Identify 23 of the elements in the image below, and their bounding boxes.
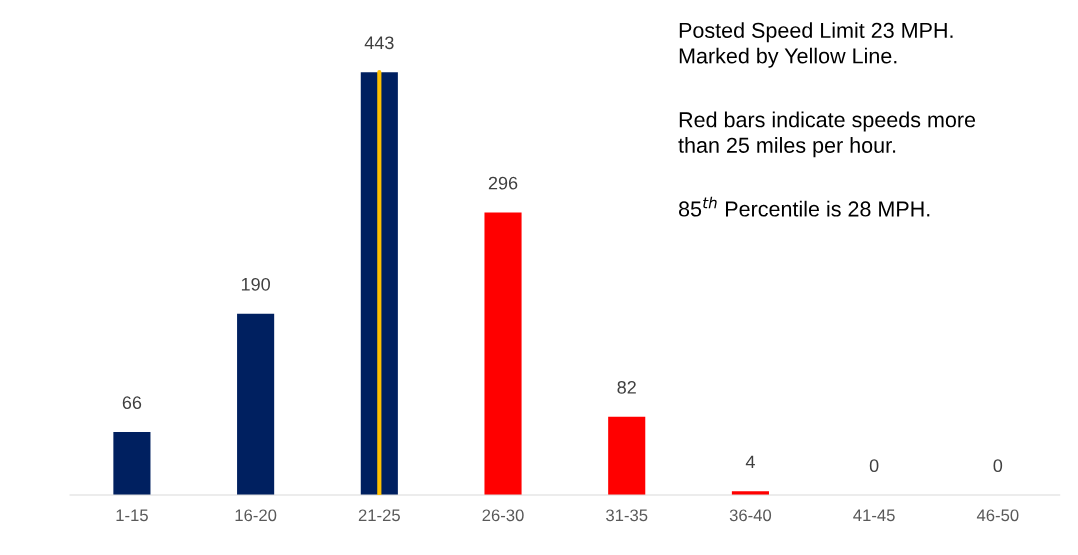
data-label: 82 [617,380,636,394]
data-label: 0 [869,459,879,473]
x-tick-label: 41-45 [853,509,895,522]
bar [113,432,151,496]
bar [237,313,275,496]
annotation: Red bars indicate speeds more than 25 miles per hour. [678,111,976,158]
text: Posted Speed Limit 23 MPH. Marked by Yellow Line. [679,22,953,68]
x-tick-label: 31-35 [606,509,648,522]
data-label: 443 [364,36,394,50]
bar [484,212,522,496]
x-tick-label: 16-20 [235,509,277,522]
data-label: 296 [488,176,518,190]
data-label: 4 [745,455,755,469]
x-tick-label: 36-40 [729,509,772,522]
annotation: 85$^{th}$ Percentile is 28 MPH. [679,196,930,217]
data-label: 190 [241,277,270,291]
x-tick-label: 21-25 [358,509,400,522]
x-tick-label: 46-50 [976,509,1019,522]
data-label: 66 [122,396,142,410]
data-label: 0 [993,459,1003,473]
x-tick-label: 1-15 [116,509,148,522]
bar [608,416,646,496]
x-tick-label: 26-30 [482,509,524,522]
